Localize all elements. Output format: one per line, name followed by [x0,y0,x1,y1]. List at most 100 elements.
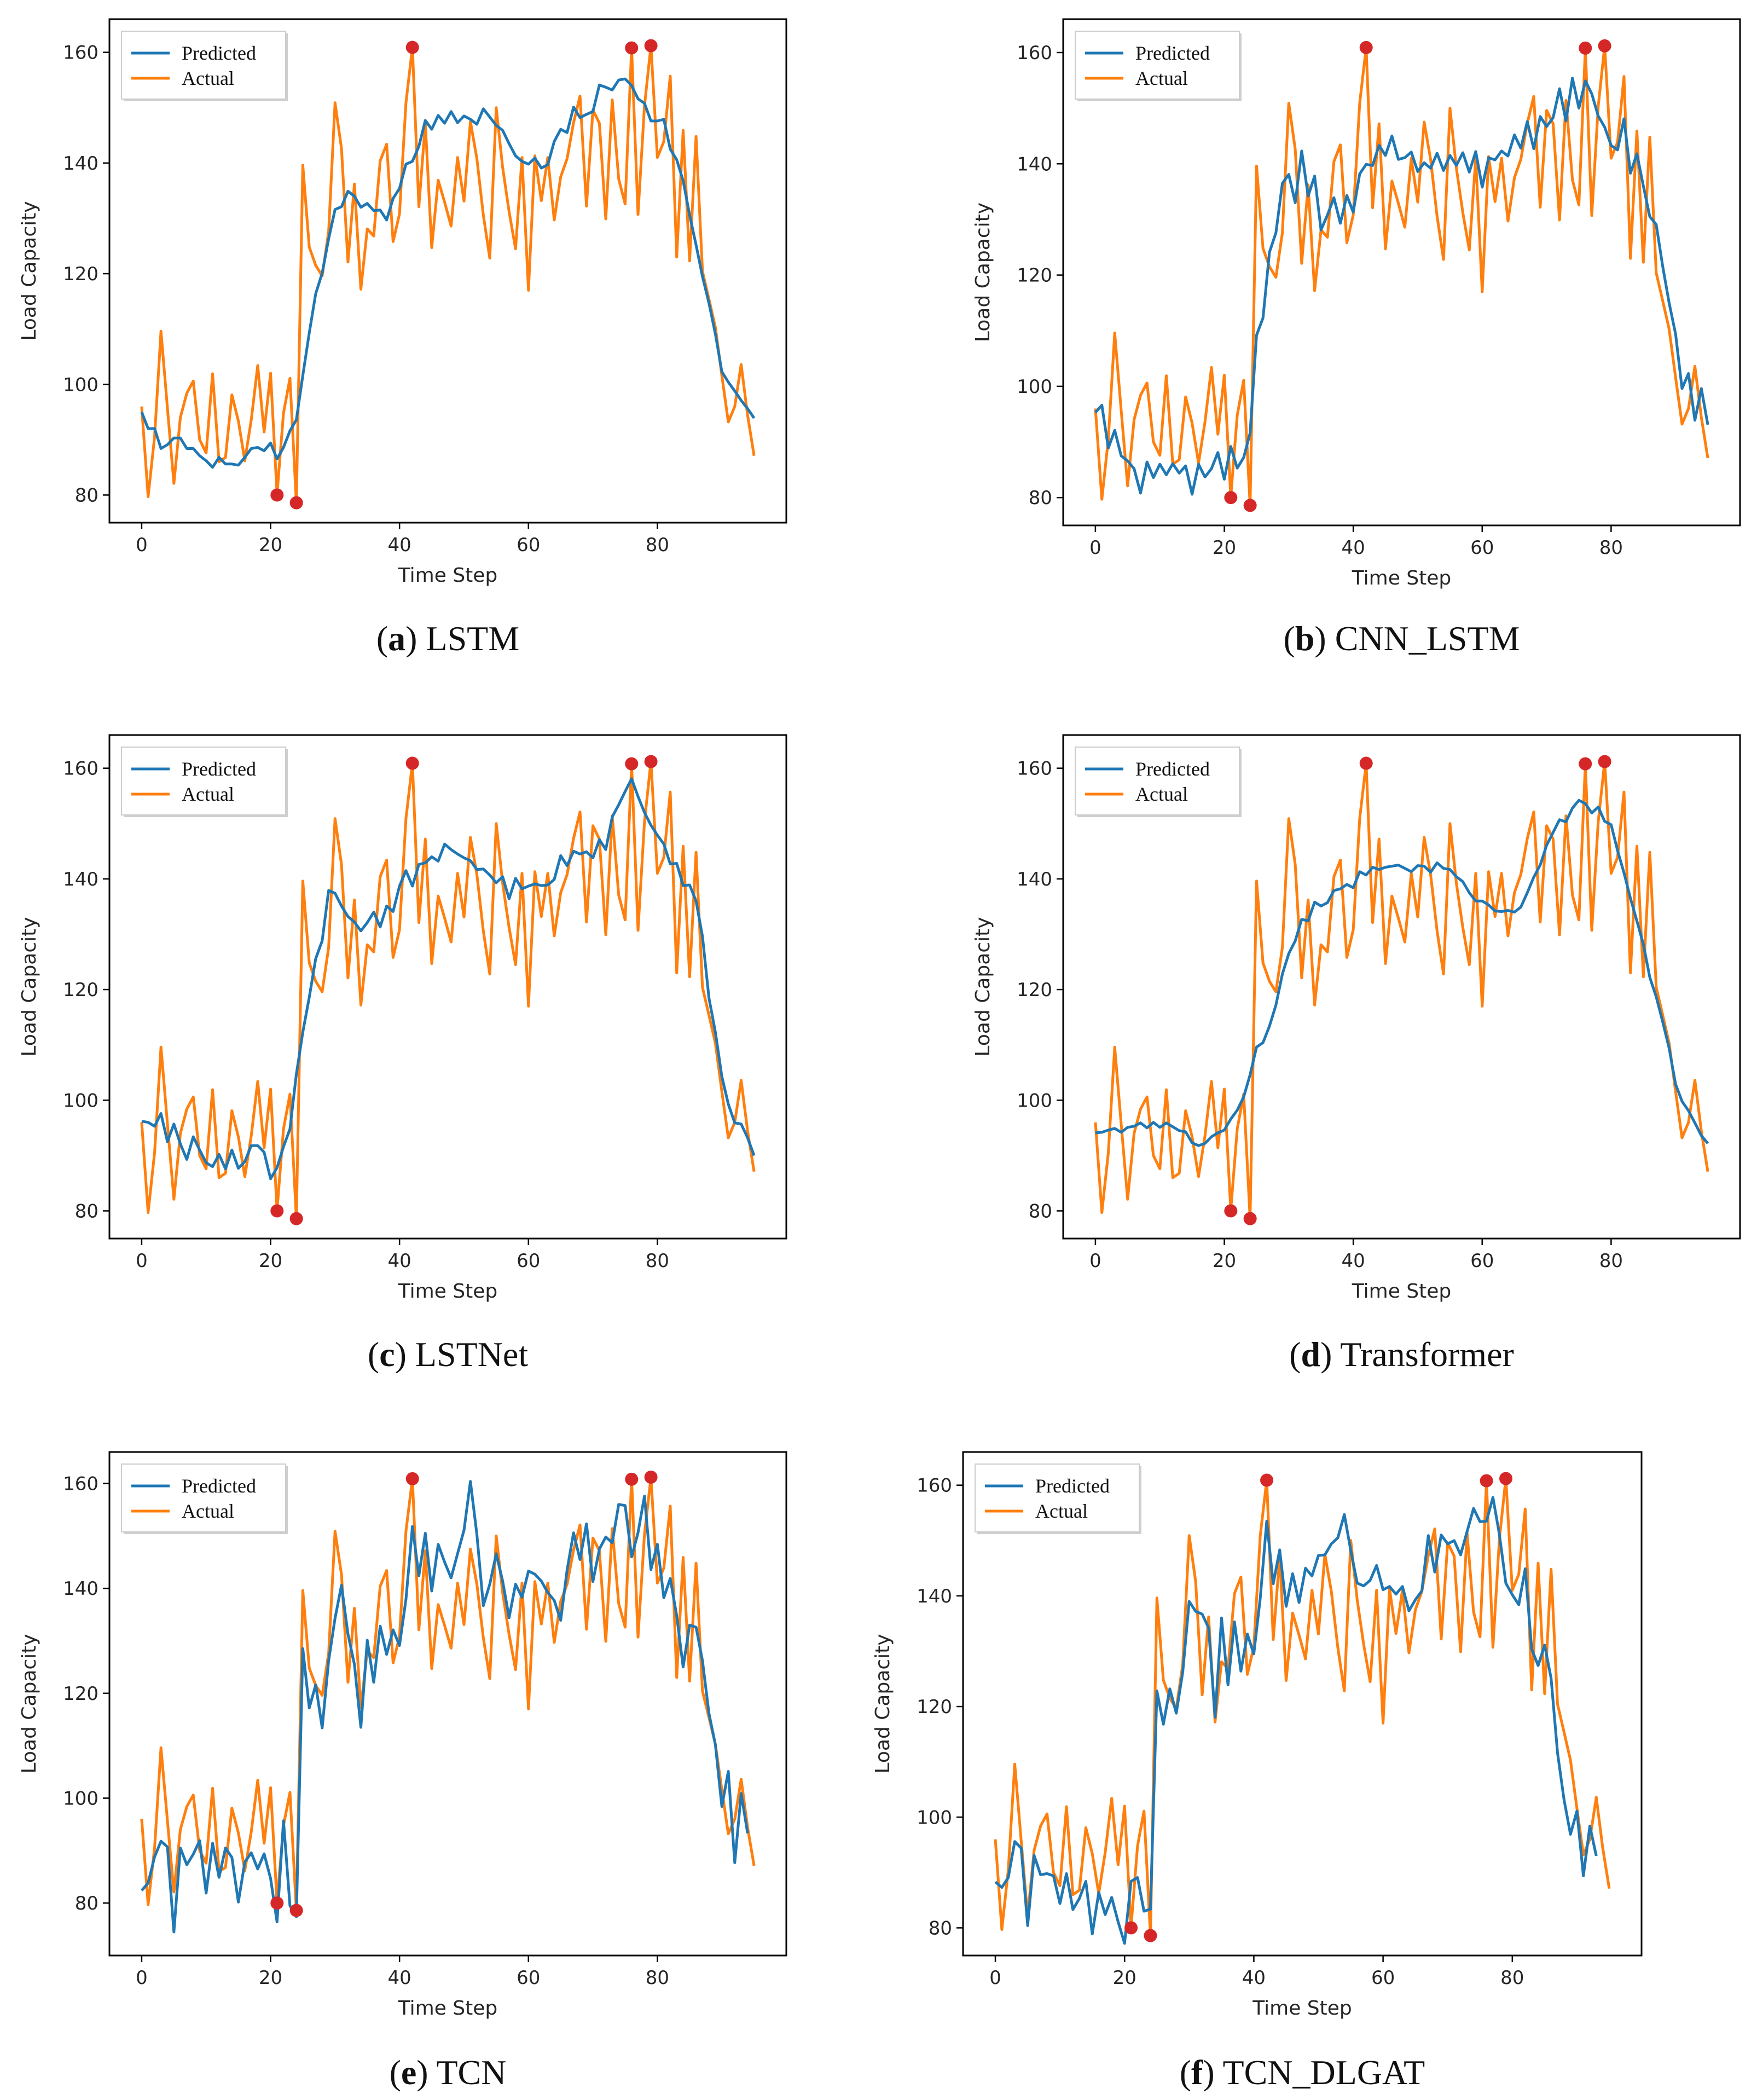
x-tick-label: 40 [388,534,411,556]
x-tick-label: 0 [136,1967,148,1989]
extreme-point-marker [1124,1921,1138,1935]
y-tick-label: 160 [1017,42,1052,64]
extreme-point-marker [1359,756,1373,770]
y-tick-label: 120 [1017,979,1052,1001]
panel-caption: (f) TCN_DLGAT [1180,2053,1425,2092]
legend-label-actual: Actual [1135,67,1188,89]
x-axis-label: Time Step [398,564,498,587]
x-tick-label: 80 [646,534,669,556]
y-tick-label: 100 [917,1807,952,1829]
extreme-point-marker [644,755,658,768]
extreme-point-marker [1579,41,1592,55]
y-tick-label: 160 [63,758,98,780]
y-tick-label: 80 [1029,1200,1052,1222]
y-tick-label: 120 [63,1683,98,1705]
legend-box [1075,31,1240,100]
extreme-point-marker [270,1896,284,1910]
legend-label-predicted: Predicted [182,1475,256,1497]
caption-letter: b [1295,619,1315,658]
y-tick-label: 140 [63,153,98,175]
x-tick-label: 80 [1599,1250,1623,1272]
caption-close-paren: ) [416,2053,436,2092]
extreme-point-marker [1499,1472,1512,1485]
series-line-predicted [140,77,756,469]
x-tick-label: 60 [1470,1250,1494,1272]
x-tick-label: 40 [388,1250,411,1272]
y-tick-label: 80 [929,1917,952,1939]
extreme-point-marker [644,1471,658,1484]
plot-frame [962,1451,1643,1957]
y-axis-label: Load Capacity [18,917,40,1056]
caption-close-paren: ) [1320,1335,1340,1374]
y-tick-label: 160 [917,1475,952,1497]
x-axis-label: Time Step [1252,1997,1352,2020]
caption-letter: c [379,1335,395,1374]
y-tick-label: 120 [1017,265,1052,287]
extreme-point-marker [270,488,284,502]
series-line-actual [140,760,756,1220]
x-tick-label: 0 [1089,537,1101,559]
caption-open-paren: ( [376,619,388,658]
legend-box [1075,747,1240,815]
y-tick-label: 100 [63,1788,98,1810]
extreme-point-marker [1243,499,1257,512]
y-tick-label: 160 [63,1473,98,1495]
x-tick-label: 20 [1213,1250,1236,1272]
extreme-point-marker [289,1212,303,1225]
legend-label-actual: Actual [182,1500,234,1522]
x-tick-label: 80 [646,1250,669,1272]
caption-close-paren: ) [1314,619,1335,658]
x-tick-label: 80 [1599,537,1623,559]
y-tick-label: 100 [1017,1090,1052,1112]
caption-close-paren: ) [395,1335,415,1374]
x-tick-label: 0 [989,1967,1001,1989]
x-tick-label: 0 [136,534,148,556]
caption-letter: d [1301,1335,1320,1374]
y-axis-label: Load Capacity [18,201,40,340]
extreme-point-marker [644,39,658,53]
x-tick-label: 60 [1371,1967,1395,1989]
extreme-point-marker [625,1472,639,1486]
plot-frame [108,1451,787,1957]
x-axis-label: Time Step [1352,1280,1452,1303]
x-tick-label: 0 [1089,1250,1101,1272]
y-tick-label: 120 [63,979,98,1001]
legend-label-predicted: Predicted [182,758,256,780]
caption-close-paren: ) [405,619,426,658]
extreme-point-marker [1260,1473,1274,1487]
y-tick-label: 140 [1017,153,1052,175]
y-axis-label: Load Capacity [18,1634,40,1773]
caption-letter: e [401,2053,416,2092]
x-tick-label: 40 [1242,1967,1266,1989]
y-tick-label: 80 [1029,487,1052,509]
y-tick-label: 140 [917,1586,952,1607]
x-tick-label: 40 [1342,1250,1365,1272]
panel-caption: (e) TCN [390,2053,507,2092]
y-tick-label: 140 [1017,869,1052,890]
legend-box [121,747,286,815]
x-tick-label: 60 [517,1250,540,1272]
y-tick-label: 80 [75,1893,98,1914]
x-tick-label: 20 [259,1250,282,1272]
series-line-predicted [1095,799,1709,1147]
chart-panel-d: 80 100 120 140 160 0 20 40 60 80 Time Step Load Cap… [972,734,1741,1374]
legend-box [975,1463,1140,1532]
series-line-predicted [994,1496,1598,1945]
y-tick-label: 80 [75,1200,98,1222]
extreme-point-marker [405,1472,419,1485]
x-axis-label: Time Step [398,1997,498,2020]
caption-open-paren: ( [1289,1335,1301,1374]
legend-label-actual: Actual [1135,783,1188,805]
extreme-point-marker [1598,755,1611,768]
caption-letter: a [388,619,405,658]
y-tick-label: 100 [63,1090,98,1112]
y-tick-label: 160 [1017,758,1052,780]
y-tick-label: 160 [63,42,98,64]
y-tick-label: 140 [63,1578,98,1600]
series-line-actual [994,1477,1611,1937]
caption-model-name: CNN_LSTM [1335,619,1520,658]
series-line-actual [140,44,756,505]
chart-panel-b: 80 100 120 140 160 0 20 40 60 80 Time Step Load Cap… [972,18,1741,658]
series-line-actual [1094,760,1709,1220]
legend-label-predicted: Predicted [1035,1475,1110,1497]
